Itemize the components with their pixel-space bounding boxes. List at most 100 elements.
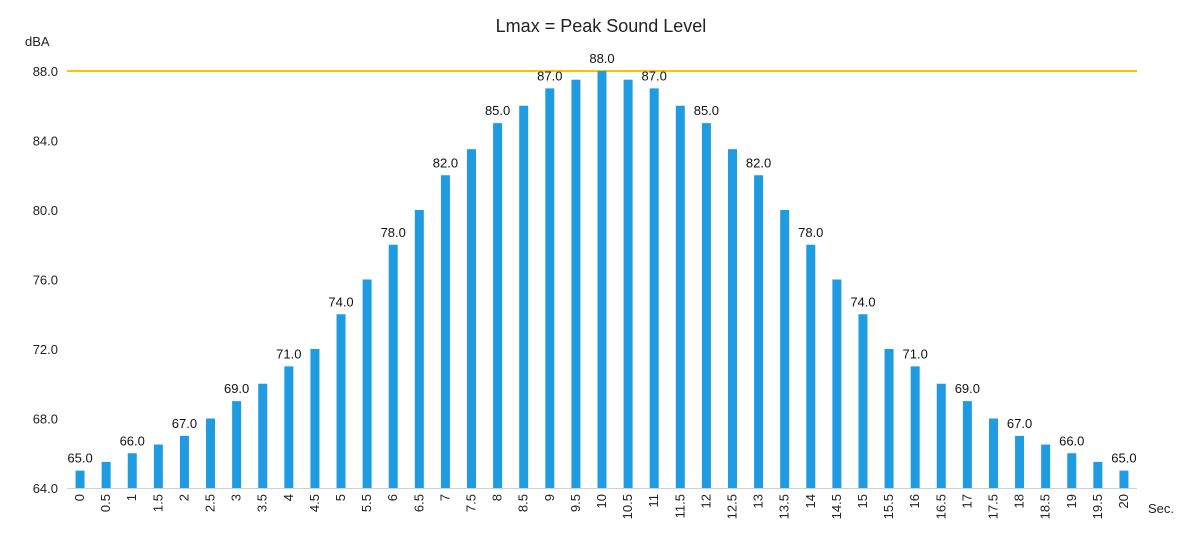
x-tick-label: 13 bbox=[751, 494, 766, 508]
bar bbox=[127, 453, 137, 488]
y-tick-label: 76.0 bbox=[33, 273, 58, 288]
x-tick-label: 9.5 bbox=[568, 494, 583, 512]
data-label: 87.0 bbox=[537, 68, 562, 83]
y-tick-label: 64.0 bbox=[33, 481, 58, 496]
y-tick-label: 80.0 bbox=[33, 203, 58, 218]
bar bbox=[806, 244, 816, 488]
bar bbox=[75, 470, 85, 488]
x-tick-label: 20 bbox=[1116, 494, 1131, 508]
bar bbox=[310, 349, 320, 488]
x-tick-label: 5.5 bbox=[359, 494, 374, 512]
bar bbox=[519, 105, 529, 488]
x-tick-label: 3.5 bbox=[255, 494, 270, 512]
bar bbox=[440, 175, 450, 488]
x-tick-label: 5 bbox=[333, 494, 348, 501]
data-label: 82.0 bbox=[746, 155, 771, 170]
data-label: 71.0 bbox=[903, 346, 928, 361]
y-tick-label: 68.0 bbox=[33, 412, 58, 427]
x-tick-label: 18 bbox=[1012, 494, 1027, 508]
x-tick-label: 17.5 bbox=[985, 494, 1000, 519]
x-tick-label: 14.5 bbox=[829, 494, 844, 519]
data-label: 71.0 bbox=[276, 346, 301, 361]
bar bbox=[179, 435, 189, 488]
x-tick-label: 3 bbox=[229, 494, 244, 501]
x-tick-label: 9 bbox=[542, 494, 557, 501]
x-tick-label: 10.5 bbox=[620, 494, 635, 519]
data-label: 88.0 bbox=[589, 51, 614, 66]
bar bbox=[1093, 461, 1103, 488]
data-label: 66.0 bbox=[120, 433, 145, 448]
x-tick-label: 13.5 bbox=[777, 494, 792, 519]
data-label: 67.0 bbox=[1007, 416, 1032, 431]
bar bbox=[232, 401, 242, 488]
bar bbox=[336, 314, 346, 488]
data-label: 78.0 bbox=[798, 225, 823, 240]
x-tick-label: 11 bbox=[646, 494, 661, 508]
x-tick-label: 6.5 bbox=[411, 494, 426, 512]
bar bbox=[414, 210, 424, 488]
bar bbox=[571, 79, 581, 488]
bar bbox=[962, 401, 972, 488]
x-tick-label: 4 bbox=[281, 494, 296, 501]
y-axis-unit: dBA bbox=[25, 34, 50, 49]
data-label: 85.0 bbox=[694, 103, 719, 118]
bar bbox=[153, 444, 163, 488]
data-label: 78.0 bbox=[381, 225, 406, 240]
data-label: 65.0 bbox=[1111, 451, 1136, 466]
x-tick-label: 8.5 bbox=[516, 494, 531, 512]
bar bbox=[780, 210, 790, 488]
bar bbox=[467, 149, 477, 488]
bar bbox=[936, 383, 946, 488]
bar bbox=[545, 88, 555, 488]
bar bbox=[649, 88, 659, 488]
x-tick-label: 19.5 bbox=[1090, 494, 1105, 519]
x-tick-label: 12 bbox=[698, 494, 713, 508]
x-tick-label: 1 bbox=[124, 494, 139, 501]
data-label: 74.0 bbox=[850, 294, 875, 309]
x-tick-label: 1.5 bbox=[150, 494, 165, 512]
x-tick-label: 16 bbox=[907, 494, 922, 508]
data-label: 69.0 bbox=[224, 381, 249, 396]
x-tick-label: 8 bbox=[490, 494, 505, 501]
bar bbox=[258, 383, 268, 488]
bar bbox=[727, 149, 737, 488]
x-tick-label: 4.5 bbox=[307, 494, 322, 512]
x-axis-ticks: 0 0.5 1 1.5 2 2.5 3 3.5 4 4.5 5 5.5 6 6.5 7 7.5 8 8.5 9 9.5… bbox=[72, 494, 1131, 519]
bar bbox=[206, 418, 216, 488]
bar bbox=[1119, 470, 1129, 488]
bar bbox=[362, 279, 372, 488]
bar bbox=[101, 461, 111, 488]
bars bbox=[75, 71, 1129, 488]
x-tick-label: 7.5 bbox=[464, 494, 479, 512]
y-tick-label: 88.0 bbox=[33, 64, 58, 79]
x-tick-label: 10 bbox=[594, 494, 609, 508]
x-tick-label: 2.5 bbox=[203, 494, 218, 512]
bar bbox=[1041, 444, 1051, 488]
x-tick-label: 15 bbox=[855, 494, 870, 508]
x-tick-label: 19 bbox=[1064, 494, 1079, 508]
x-tick-label: 2 bbox=[176, 494, 191, 501]
bar bbox=[388, 244, 398, 488]
x-tick-label: 17 bbox=[959, 494, 974, 508]
y-tick-label: 84.0 bbox=[33, 134, 58, 149]
x-tick-label: 7 bbox=[437, 494, 452, 501]
x-tick-label: 16.5 bbox=[933, 494, 948, 519]
data-label: 66.0 bbox=[1059, 433, 1084, 448]
x-tick-label: 0 bbox=[72, 494, 87, 501]
x-tick-label: 11.5 bbox=[672, 494, 687, 518]
bar bbox=[884, 349, 894, 488]
x-tick-label: 15.5 bbox=[881, 494, 896, 519]
x-axis-unit: Sec. bbox=[1148, 501, 1174, 516]
bar bbox=[988, 418, 998, 488]
bar bbox=[284, 366, 294, 488]
x-tick-label: 18.5 bbox=[1038, 494, 1053, 519]
data-label: 67.0 bbox=[172, 416, 197, 431]
bar bbox=[701, 123, 711, 488]
y-axis-ticks: 64.0 68.0 72.0 76.0 80.0 84.0 88.0 bbox=[33, 64, 58, 496]
data-labels: 65.0 66.0 67.0 69.0 71.0 74.0 78.0 82.0 85.0 87.0… bbox=[67, 51, 1136, 466]
bar bbox=[858, 314, 868, 488]
bar bbox=[623, 79, 633, 488]
bar bbox=[754, 175, 764, 488]
bar bbox=[675, 105, 685, 488]
